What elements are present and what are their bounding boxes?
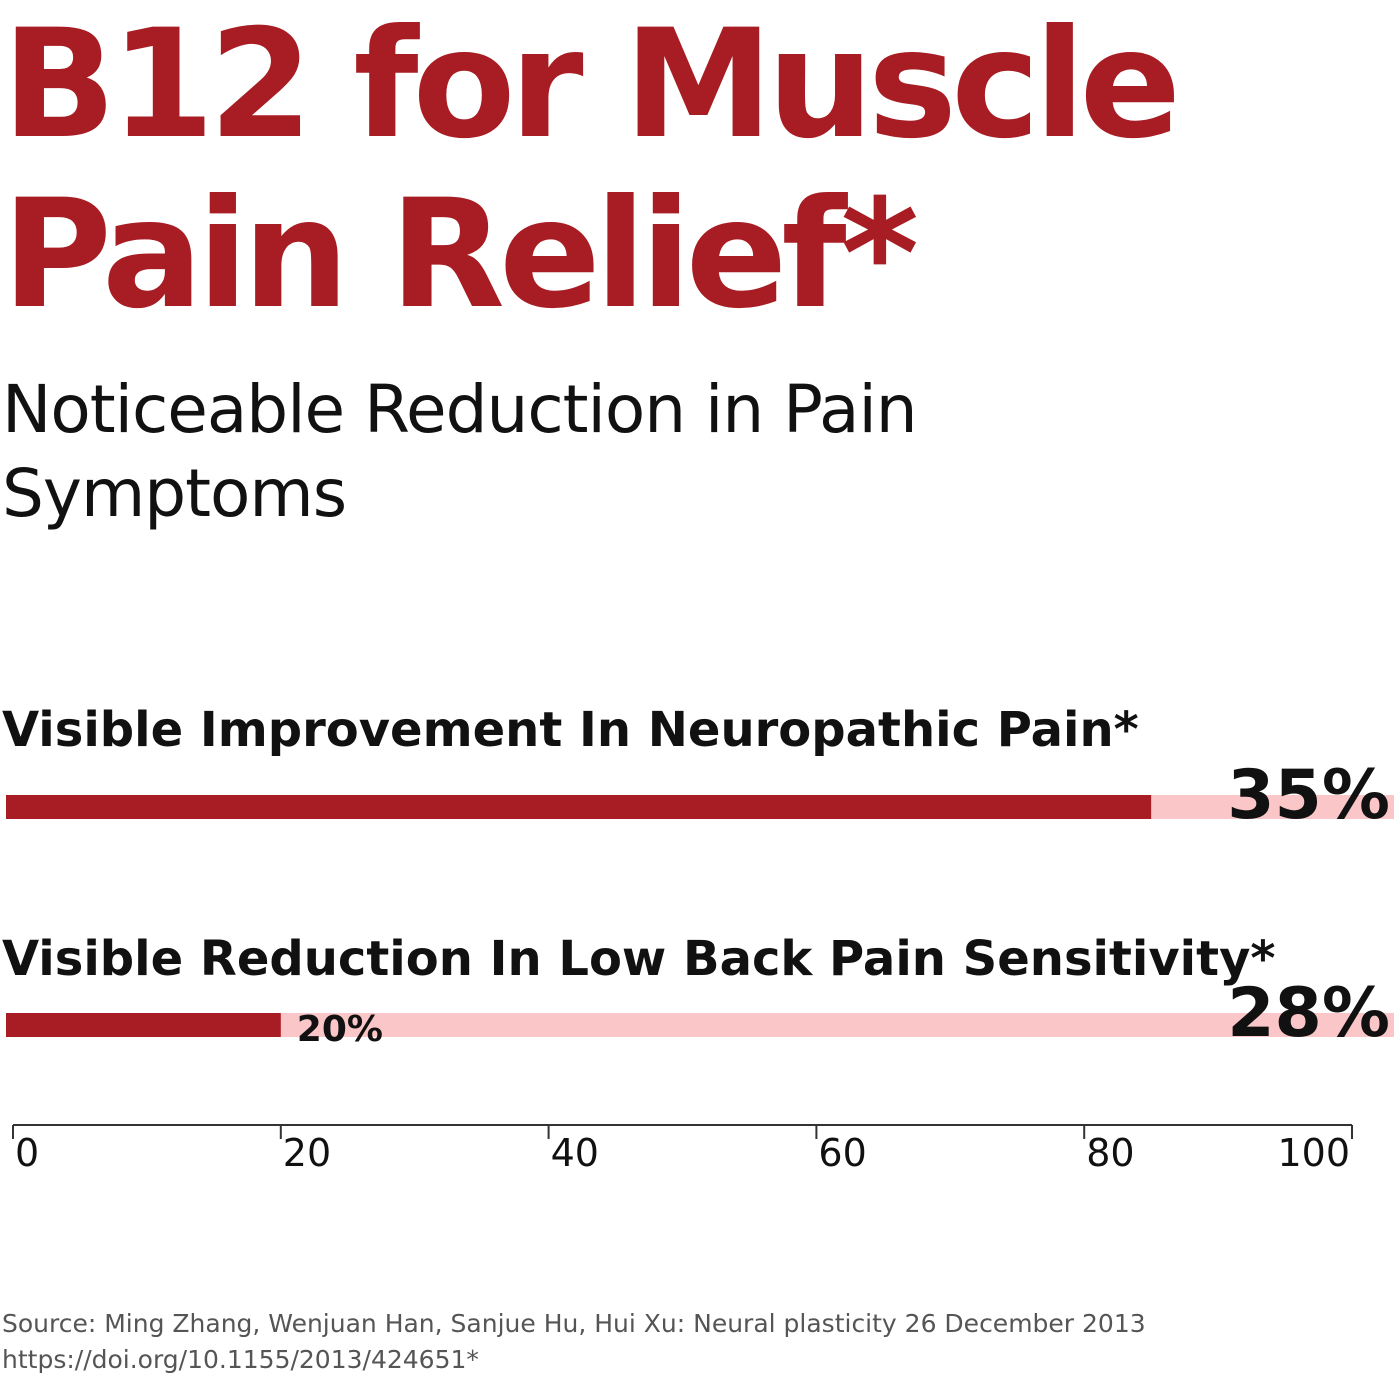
bar-fill (6, 795, 1152, 819)
x-tick-label: 60 (818, 1131, 866, 1175)
bar-value-label: 35% (1227, 756, 1390, 835)
chart-title: B12 for Muscle Pain Relief* (2, 0, 1181, 342)
x-tick-label: 80 (1086, 1131, 1134, 1175)
x-tick-label: 20 (283, 1131, 331, 1175)
bar-fill-label: 20% (297, 1009, 383, 1050)
bar-value-label: 28% (1227, 974, 1390, 1053)
chart-subtitle: Noticeable Reduction in Pain Symptoms (2, 371, 918, 532)
x-tick-label: 40 (551, 1131, 599, 1175)
bar-label: Visible Reduction In Low Back Pain Sensi… (2, 931, 1275, 987)
x-tick-label: 0 (15, 1131, 39, 1175)
bar-chart: Visible Improvement In Neuropathic Pain*… (2, 702, 1394, 1175)
x-tick-label: 100 (1277, 1131, 1350, 1175)
bar-fill (6, 1013, 281, 1037)
source-citation: Source: Ming Zhang, Wenjuan Han, Sanjue … (2, 1309, 1146, 1374)
bar-label: Visible Improvement In Neuropathic Pain* (2, 702, 1139, 758)
